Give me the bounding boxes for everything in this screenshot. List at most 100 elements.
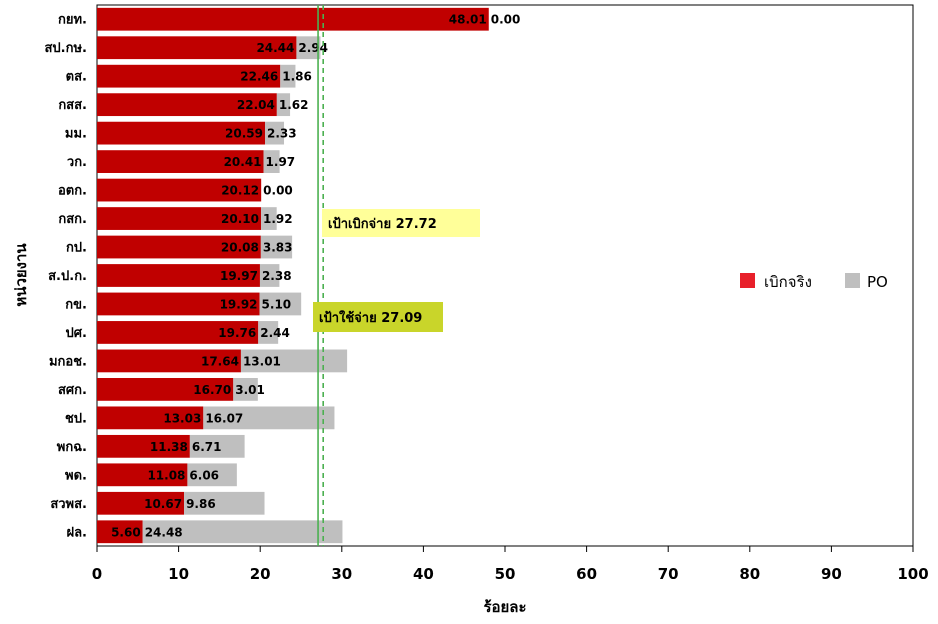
category-label-8: กสก. — [58, 212, 87, 227]
data-label-9-actual: 20.08 — [221, 241, 259, 255]
data-label-5-actual: 20.59 — [225, 127, 263, 141]
category-label-11: กข. — [65, 297, 87, 312]
x-tick-label-80: 80 — [739, 565, 760, 583]
data-label-7-actual: 20.12 — [221, 184, 259, 198]
bar-16-po — [189, 434, 245, 458]
reference-label-box-2 — [313, 302, 443, 332]
bar-19-po — [142, 520, 343, 544]
data-label-12-actual: 19.76 — [218, 326, 256, 340]
bar-6-actual — [97, 150, 264, 173]
x-tick-label-40: 40 — [413, 565, 434, 583]
data-label-16-actual: 11.38 — [150, 440, 188, 454]
bar-4-actual — [97, 93, 277, 117]
reference-label-1: เป้าเบิกจ่าย 27.72 — [328, 216, 437, 232]
data-label-15-po: 16.07 — [205, 411, 243, 425]
x-tick-label-100: 100 — [897, 565, 928, 583]
bar-7-actual — [97, 178, 262, 202]
bar-12-actual — [97, 321, 259, 344]
data-label-7-po: 0.00 — [263, 184, 293, 198]
bar-9-actual — [97, 235, 261, 259]
bar-6-po — [263, 150, 280, 173]
data-label-18-actual: 10.67 — [144, 497, 182, 511]
bar-12-po — [258, 321, 279, 344]
bar-2-actual — [97, 36, 297, 60]
category-label-19: ฝล. — [66, 525, 87, 540]
x-tick-label-30: 30 — [331, 565, 352, 583]
x-tick-label-50: 50 — [495, 565, 516, 583]
data-label-13-actual: 17.64 — [201, 354, 239, 368]
bar-19-actual — [97, 520, 143, 544]
category-label-2: สป.กษ. — [44, 41, 87, 56]
category-label-10: ส.ป.ก. — [48, 269, 87, 284]
category-label-15: ชป. — [65, 411, 87, 426]
category-label-16: พกฉ. — [57, 440, 87, 455]
bar-10-actual — [97, 264, 260, 287]
data-label-19-po: 24.48 — [145, 525, 183, 539]
category-label-9: กป. — [66, 241, 87, 256]
data-label-6-actual: 20.41 — [224, 155, 262, 169]
x-tick-label-70: 70 — [658, 565, 679, 583]
x-tick-label-0: 0 — [92, 565, 102, 583]
x-axis-title: ร้อยละ — [483, 598, 526, 616]
data-label-14-actual: 16.70 — [193, 383, 231, 397]
bar-3-po — [280, 64, 296, 88]
category-label-5: มม. — [65, 127, 87, 142]
x-tick-label-90: 90 — [821, 565, 842, 583]
bar-15-po — [203, 406, 335, 430]
data-label-2-actual: 24.44 — [256, 41, 294, 55]
data-label-4-actual: 22.04 — [237, 98, 275, 112]
data-label-13-po: 13.01 — [243, 354, 281, 368]
data-label-16-po: 6.71 — [192, 440, 222, 454]
data-label-10-po: 2.38 — [262, 269, 292, 283]
data-label-8-actual: 20.10 — [221, 212, 259, 226]
data-label-17-actual: 11.08 — [147, 468, 185, 482]
bar-5-actual — [97, 121, 266, 145]
category-label-6: วก. — [67, 155, 87, 170]
data-label-15-actual: 13.03 — [163, 411, 201, 425]
x-tick-label-60: 60 — [576, 565, 597, 583]
bar-17-po — [187, 463, 237, 487]
category-label-13: มกอช. — [49, 354, 87, 369]
category-label-3: ตส. — [66, 70, 87, 85]
data-label-9-po: 3.83 — [263, 241, 293, 255]
plot-area: 48.01 0.00 กยท. 24.44 2.94 สป.กษ. 22.46 1.86 ตส.… — [44, 4, 929, 583]
bar-11-po — [259, 292, 302, 316]
bar-13-actual — [97, 349, 241, 373]
y-axis-title: หน่วยงาน — [12, 243, 30, 307]
legend-label-1: เบิกจริง — [764, 273, 812, 291]
bar-5-po — [265, 121, 285, 145]
category-label-7: อตก. — [58, 184, 87, 199]
data-label-11-po: 5.10 — [262, 297, 292, 311]
data-label-4-po: 1.62 — [279, 98, 309, 112]
data-label-3-actual: 22.46 — [240, 70, 278, 84]
bar-18-po — [184, 491, 265, 515]
bar-4-po — [276, 93, 291, 117]
data-label-12-po: 2.44 — [260, 326, 290, 340]
category-label-18: สวพส. — [50, 497, 87, 512]
data-label-19-actual: 5.60 — [111, 525, 141, 539]
legend-swatch-2 — [845, 273, 860, 288]
category-label-17: พด. — [65, 468, 87, 483]
data-label-3-po: 1.86 — [282, 70, 312, 84]
data-label-1-po: 0.00 — [491, 13, 521, 27]
data-label-5-po: 2.33 — [267, 127, 297, 141]
data-label-6-po: 1.97 — [266, 155, 296, 169]
reference-label-box-1 — [322, 209, 480, 237]
bar-8-po — [261, 207, 277, 230]
bar-9-po — [260, 235, 293, 259]
data-label-11-actual: 19.92 — [220, 297, 258, 311]
data-label-17-po: 6.06 — [189, 468, 219, 482]
bar-14-actual — [97, 378, 234, 401]
bar-16-actual — [97, 434, 190, 458]
data-label-18-po: 9.86 — [186, 497, 216, 511]
data-label-8-po: 1.92 — [263, 212, 293, 226]
bar-17-actual — [97, 463, 188, 487]
category-label-12: ปศ. — [66, 326, 87, 341]
category-label-4: กสส. — [58, 98, 87, 113]
data-label-2-po: 2.94 — [298, 41, 328, 55]
x-tick-label-20: 20 — [250, 565, 271, 583]
data-label-1-actual: 48.01 — [449, 13, 487, 27]
bar-14-po — [233, 378, 258, 401]
data-label-10-actual: 19.97 — [220, 269, 258, 283]
